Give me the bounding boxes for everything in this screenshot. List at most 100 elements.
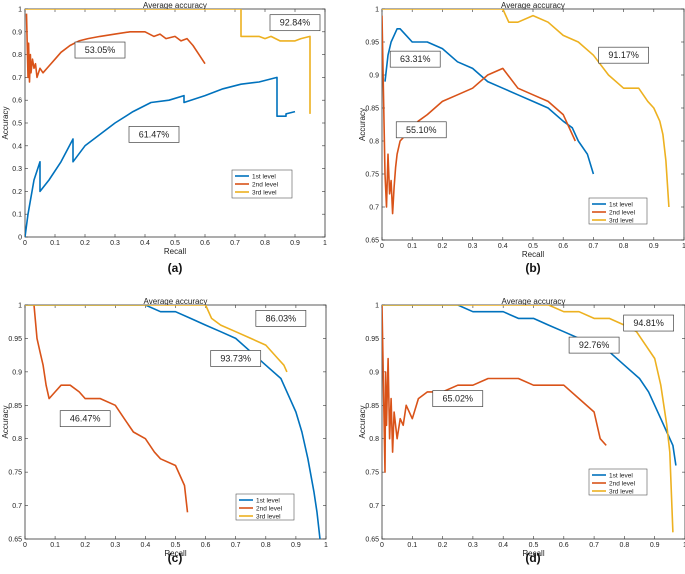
legend-entry: 2nd level [256, 505, 283, 512]
legend-entry: 3rd level [609, 488, 634, 495]
series-line-3rd-level [382, 9, 670, 208]
y-tick-label: 0.9 [369, 369, 379, 376]
y-tick-label: 0.7 [369, 503, 379, 510]
x-tick-label: 1 [683, 542, 685, 549]
x-tick-label: 0.5 [529, 542, 539, 549]
series-line-2nd-level [25, 13, 206, 83]
y-tick-label: 1 [375, 303, 379, 310]
y-tick-label: 0.8 [369, 139, 379, 146]
legend-entry: 3rd level [256, 513, 281, 520]
legend-entry: 1st level [256, 497, 280, 504]
plot-area [24, 8, 326, 238]
annotation-box [395, 121, 447, 139]
chart-title: Average accuracy [144, 297, 208, 306]
y-tick-label: 0.8 [12, 436, 22, 443]
x-tick-label: 0.4 [498, 542, 508, 549]
annotation-label: 94.81% [633, 318, 664, 328]
series-line-3rd-level [25, 9, 311, 114]
annotation-box [432, 390, 484, 407]
panel-label: (a) [168, 261, 183, 275]
x-tick-label: 0.7 [231, 542, 241, 549]
annotation-label: 46.47% [70, 414, 101, 424]
panel-label: (b) [525, 261, 540, 275]
x-tick-label: 0.3 [468, 542, 478, 549]
chart-title: Average accuracy [501, 1, 565, 10]
annotation-label: 63.31% [400, 54, 431, 64]
annotation-box [74, 41, 126, 59]
y-tick-label: 0.8 [369, 436, 379, 443]
plot-area [381, 304, 685, 540]
annotation-label: 92.76% [579, 340, 610, 350]
annotation-box [598, 46, 649, 64]
x-tick-label: 1 [323, 240, 327, 247]
y-tick-label: 0.5 [12, 121, 22, 128]
annotation-box [255, 310, 307, 327]
x-tick-label: 0.2 [438, 542, 448, 549]
x-tick-label: 0.9 [290, 240, 300, 247]
annotation-label: 53.05% [85, 45, 116, 55]
legend-entry: 2nd level [252, 181, 279, 188]
x-tick-label: 0.8 [620, 542, 630, 549]
x-tick-label: 0.7 [230, 240, 240, 247]
y-tick-label: 0.85 [365, 106, 379, 113]
y-axis-label: Accuracy [1, 406, 10, 439]
y-tick-label: 1 [375, 7, 379, 14]
annotation-box [128, 126, 180, 143]
annotation-label: 91.17% [608, 50, 639, 60]
y-tick-label: 0.7 [369, 205, 379, 212]
x-tick-label: 0.2 [80, 542, 90, 549]
x-tick-label: 0 [23, 240, 27, 247]
annotation-box [389, 50, 441, 68]
legend-entry: 3rd level [609, 217, 634, 224]
y-tick-label: 0.4 [12, 143, 22, 150]
x-tick-label: 0 [23, 542, 27, 549]
y-axis-label: Accuracy [358, 108, 367, 141]
y-tick-label: 0.75 [365, 470, 379, 477]
x-tick-label: 0.5 [171, 542, 181, 549]
x-tick-label: 0 [380, 542, 384, 549]
x-tick-label: 0.5 [170, 240, 180, 247]
x-tick-label: 0.2 [438, 243, 448, 250]
y-tick-label: 0.6 [12, 98, 22, 105]
x-tick-label: 0.7 [589, 542, 599, 549]
x-tick-label: 0.1 [50, 240, 60, 247]
x-tick-label: 0.4 [140, 240, 150, 247]
y-tick-label: 0.3 [12, 166, 22, 173]
legend-entry: 2nd level [609, 480, 636, 487]
legend-entry: 1st level [609, 472, 633, 479]
annotation-box [269, 14, 321, 32]
chart-panel-3: 0 0.1 0.2 0.3 0.4 0.5 0.6 0.7 0.8 0.9 1 0.65 0.7 0.75… [1, 297, 328, 565]
y-tick-label: 0.65 [8, 537, 22, 544]
y-tick-label: 0 [18, 235, 22, 242]
x-tick-label: 0.8 [619, 243, 629, 250]
x-tick-label: 0.8 [261, 542, 271, 549]
x-tick-label: 0.7 [589, 243, 599, 250]
x-tick-label: 0.6 [559, 542, 569, 549]
y-tick-label: 0.1 [12, 212, 22, 219]
y-tick-label: 1 [18, 7, 22, 14]
chart-title: Average accuracy [502, 297, 566, 306]
y-tick-label: 0.95 [365, 40, 379, 47]
chart-panel-1: 0 0.1 0.2 0.3 0.4 0.5 0.6 0.7 0.8 0.9 1 0 0.1 0.2 0.3 0… [1, 1, 327, 275]
series-line-2nd-level [382, 305, 607, 473]
y-axis-label: Accuracy [1, 107, 10, 140]
y-tick-label: 0.65 [365, 238, 379, 245]
panel-label: (c) [168, 551, 183, 565]
y-tick-label: 0.75 [365, 172, 379, 179]
x-tick-label: 0 [380, 243, 384, 250]
series-line-1st-level [25, 76, 296, 237]
x-axis-label: Recall [164, 247, 186, 256]
annotation-label: 86.03% [266, 313, 297, 323]
y-tick-label: 1 [18, 303, 22, 310]
y-tick-label: 0.8 [12, 52, 22, 59]
x-tick-label: 0.9 [650, 542, 660, 549]
y-tick-label: 0.7 [12, 503, 22, 510]
y-tick-label: 0.85 [8, 403, 22, 410]
x-tick-label: 0.9 [649, 243, 659, 250]
series-line-2nd-level [33, 305, 189, 513]
annotation-label: 55.10% [406, 125, 437, 135]
chart-panel-4: 0 0.1 0.2 0.3 0.4 0.5 0.6 0.7 0.8 0.9 1 0.65 0.7 0.75… [358, 297, 685, 565]
y-tick-label: 0.65 [365, 537, 379, 544]
y-tick-label: 0.7 [12, 75, 22, 82]
x-axis-label: Recall [522, 549, 544, 558]
